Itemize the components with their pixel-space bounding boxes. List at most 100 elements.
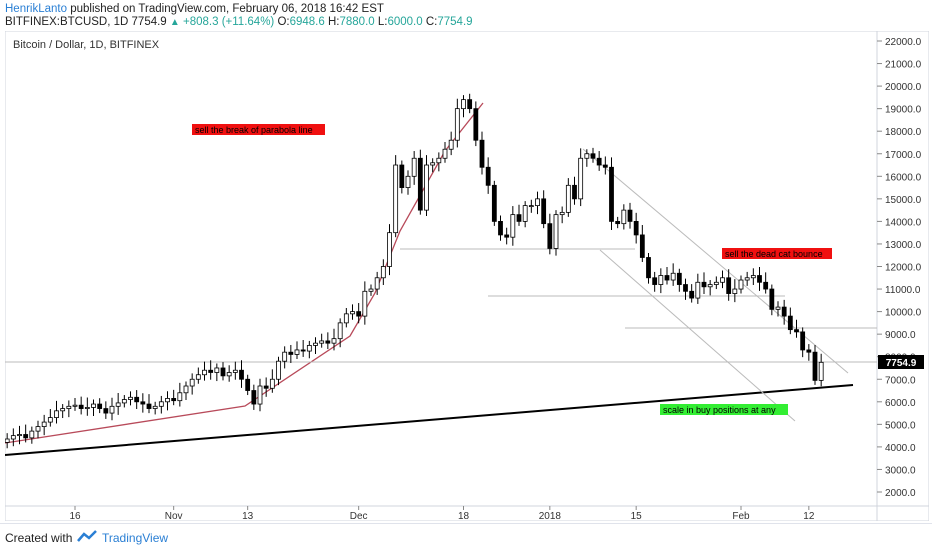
candle-body <box>10 435 16 440</box>
candle-body <box>732 288 738 294</box>
x-tick-label: 18 <box>458 511 470 521</box>
candle-body <box>325 340 331 344</box>
candle-body <box>337 322 343 340</box>
candle-body <box>806 349 812 353</box>
candle-body <box>461 99 466 110</box>
x-tick-label: 2018 <box>539 511 562 521</box>
high-value: 7880.0 <box>339 16 375 28</box>
candle-body <box>695 281 701 299</box>
candle-body <box>134 396 140 403</box>
candle-body <box>528 205 534 208</box>
candles-layer <box>5 93 824 449</box>
candle-body <box>442 148 448 159</box>
candle-body <box>670 272 676 281</box>
candle-body <box>454 108 460 141</box>
candle-body <box>559 211 565 216</box>
price-chart[interactable]: Bitcoin / Dollar, 1D, BITFINEX 22000.0 21… <box>5 31 929 521</box>
candle-body <box>652 277 658 285</box>
candle-body <box>572 184 577 200</box>
candle-body <box>775 306 781 310</box>
candle-body <box>214 367 220 373</box>
annotations-layer: sell the break of parabola line sell the … <box>192 124 832 415</box>
candle-body <box>405 175 411 188</box>
candle-body <box>121 399 127 404</box>
candle-body <box>47 417 53 423</box>
high-label: H: <box>327 16 340 28</box>
author-link[interactable]: HenrikLanto <box>5 3 68 15</box>
symbol-text: BITFINEX:BTCUSD, 1D <box>5 16 129 28</box>
candle-body <box>491 184 497 222</box>
candle-body <box>763 281 769 290</box>
candle-body <box>417 157 423 211</box>
annotation-text: scale in buy positions at any <box>663 405 776 415</box>
candle-body <box>350 311 355 315</box>
candle-body <box>584 153 590 159</box>
candle-body <box>208 369 214 373</box>
candle-body <box>615 220 621 225</box>
candle-body <box>115 402 121 407</box>
close-label: C: <box>425 16 438 28</box>
candle-body <box>66 405 72 409</box>
candle-body <box>146 403 152 409</box>
y-tick-label: 9000.0 <box>885 330 916 341</box>
candle-body <box>195 374 201 380</box>
y-tick-label: 17000.0 <box>885 150 922 161</box>
candle-body <box>171 398 177 402</box>
candle-body <box>356 311 362 317</box>
annotation-box <box>660 404 788 415</box>
candle-body <box>294 349 300 355</box>
candle-body <box>522 205 528 222</box>
candle-body <box>467 99 473 110</box>
candle-body <box>516 214 522 222</box>
candle-body <box>158 401 164 407</box>
candle-body <box>424 164 429 211</box>
up-arrow-icon: ▲ <box>169 17 180 28</box>
candle-body <box>565 184 571 213</box>
channel-lower-line <box>599 249 796 422</box>
candle-body <box>5 438 10 443</box>
candle-body <box>374 277 380 290</box>
open-value: 6948.6 <box>289 16 325 28</box>
candle-body <box>29 430 35 439</box>
publish-header: HenrikLanto published on TradingView.com… <box>0 0 932 30</box>
candle-body <box>282 351 288 362</box>
candle-body <box>646 257 651 279</box>
annotation-text: sell the dead cat bounce <box>725 249 823 259</box>
candle-body <box>781 306 787 317</box>
created-with-text: Created with <box>5 531 73 545</box>
annotation-box <box>722 248 832 259</box>
x-tick-label: 16 <box>69 511 81 521</box>
candle-body <box>609 166 614 222</box>
candle-body <box>368 288 374 292</box>
tradingview-brand[interactable]: TradingView <box>102 531 169 545</box>
candle-body <box>165 398 170 403</box>
candle-body <box>84 407 90 409</box>
candle-body <box>41 421 47 428</box>
y-tick-label: 12000.0 <box>885 263 922 274</box>
y-tick-label: 3000.0 <box>885 465 916 476</box>
candle-body <box>664 275 670 281</box>
candle-body <box>689 290 695 299</box>
candle-body <box>794 329 799 333</box>
candle-body <box>313 342 318 346</box>
time-axis: 16 Nov 13 Dec 18 2018 15 Feb 12 <box>69 506 815 521</box>
open-label: O: <box>277 16 290 28</box>
footer: Created with TradingView <box>0 523 932 551</box>
candle-body <box>343 313 349 324</box>
candle-body <box>504 234 510 238</box>
candle-body <box>251 390 257 405</box>
current-price: 7754.9 <box>131 16 167 28</box>
y-tick-label: 11000.0 <box>885 285 921 296</box>
low-value: 6000.0 <box>387 16 423 28</box>
candle-body <box>269 378 275 389</box>
tradingview-logo-icon <box>77 530 97 542</box>
y-tick-label: 18000.0 <box>885 127 922 138</box>
chart-border <box>5 31 929 521</box>
x-tick-label: 15 <box>631 511 643 521</box>
candle-body <box>639 234 645 258</box>
candle-body <box>578 157 584 200</box>
candle-body <box>103 408 109 414</box>
x-tick-label: 13 <box>242 511 254 521</box>
y-tick-label: 15000.0 <box>885 195 922 206</box>
price-axis: 22000.0 21000.0 20000.0 19000.0 18000.0 17000… <box>877 37 922 499</box>
